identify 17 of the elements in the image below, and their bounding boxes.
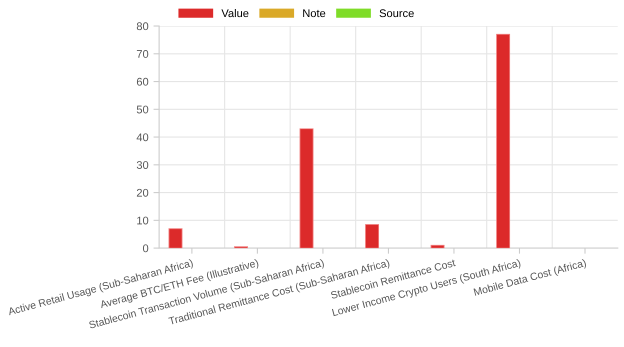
y-tick-label: 60 — [136, 78, 148, 86]
legend-label: Value — [221, 9, 248, 18]
y-tick-label: 10 — [137, 216, 148, 224]
bar — [168, 228, 182, 248]
bar — [430, 244, 445, 248]
legend-label: Source — [380, 9, 414, 18]
bar — [300, 128, 314, 248]
legend-label: Note — [303, 9, 326, 18]
y-tick-label: 30 — [136, 161, 148, 169]
y-tick-label: 40 — [136, 133, 148, 142]
y-tick-label: 80 — [136, 22, 148, 30]
bar — [365, 224, 380, 248]
y-tick-label: 0 — [142, 244, 148, 252]
y-tick-label: 50 — [136, 106, 148, 114]
y-tick-label: 20 — [136, 188, 148, 197]
bar — [496, 34, 510, 248]
y-tick-label: 70 — [136, 50, 148, 58]
